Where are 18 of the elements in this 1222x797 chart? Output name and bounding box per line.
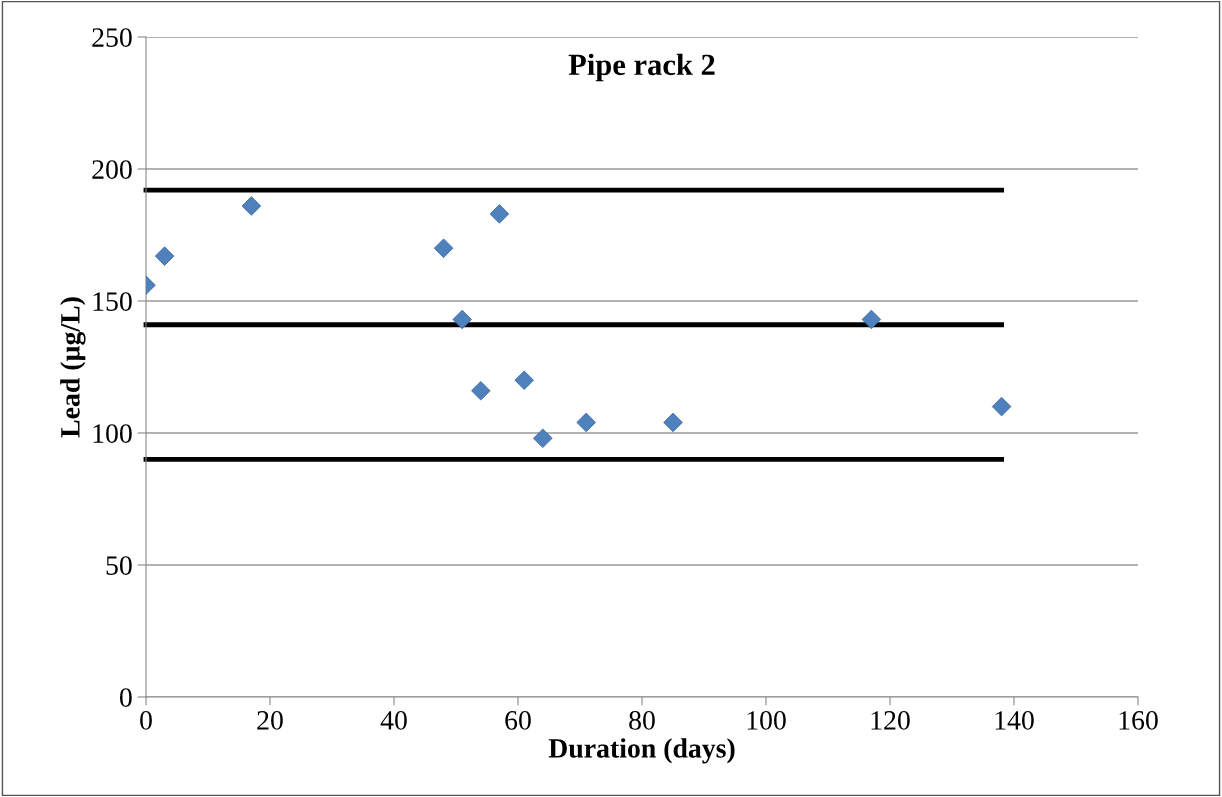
x-tick-label: 60: [505, 711, 531, 730]
y-tick-label: 0: [119, 688, 132, 707]
x-tick-label: 160: [1119, 711, 1158, 730]
y-tick-label: 200: [92, 160, 132, 179]
y-axis-title: Lead (µg/L): [60, 297, 86, 438]
chart-title: Pipe rack 2: [568, 53, 715, 82]
x-tick-label: 80: [629, 711, 655, 730]
y-tick-label: 50: [106, 556, 132, 575]
y-tick-label: 250: [92, 28, 132, 47]
y-tick-label: 150: [93, 292, 132, 311]
x-tick-label: 20: [257, 711, 283, 730]
x-tick-label: 100: [747, 711, 786, 730]
y-tick-label: 100: [93, 424, 132, 443]
x-tick-label: 0: [140, 711, 152, 730]
x-tick-label: 40: [380, 711, 407, 730]
x-tick-label: 120: [871, 711, 910, 730]
x-axis-title: Duration (days): [548, 738, 735, 764]
x-tick-label: 140: [995, 711, 1034, 730]
